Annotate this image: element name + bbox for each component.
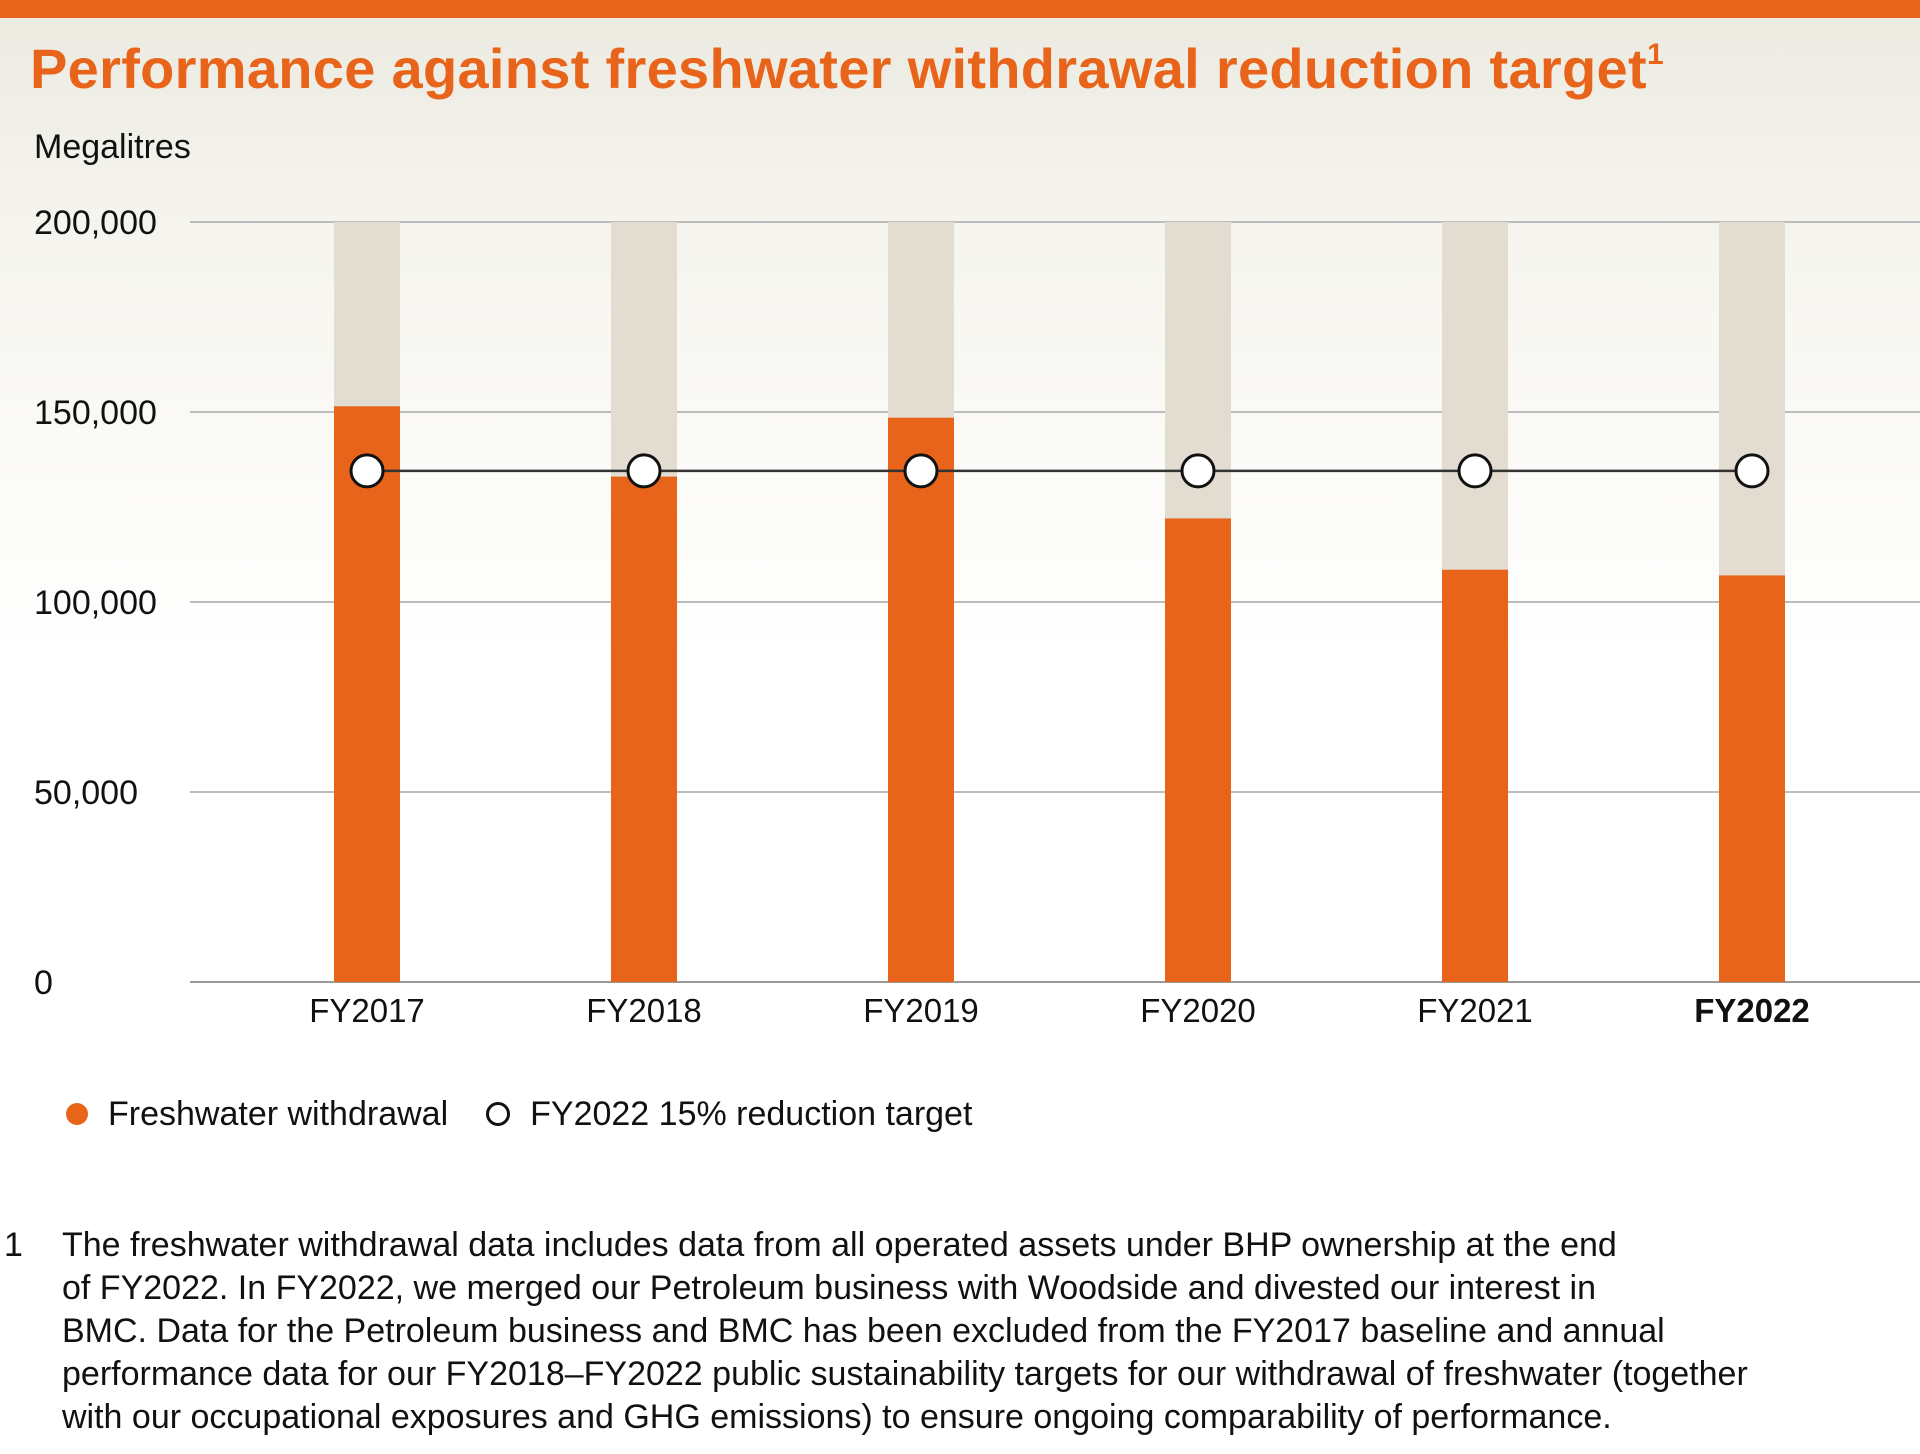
freshwater-withdrawal-bar <box>1719 575 1785 982</box>
freshwater-withdrawal-bar <box>334 406 400 982</box>
reduction-target-marker <box>1457 453 1493 489</box>
chart-title: Performance against freshwater withdrawa… <box>30 36 1664 101</box>
footnote-line: of FY2022. In FY2022, we merged our Petr… <box>62 1269 1597 1307</box>
footnote-marker: 1 <box>4 1226 23 1264</box>
footnote-line: with our occupational exposures and GHG … <box>62 1398 1612 1436</box>
footnote-text: The freshwater withdrawal data includes … <box>62 1224 1912 1439</box>
x-tick-label: FY2022 <box>1694 992 1810 1029</box>
x-tick-label: FY2021 <box>1417 992 1533 1029</box>
freshwater-withdrawal-bar <box>1165 518 1231 982</box>
footnote-line: performance data for our FY2018–FY2022 p… <box>62 1355 1748 1393</box>
y-tick-label: 150,000 <box>34 394 157 432</box>
legend-filled-circle-icon <box>66 1103 88 1125</box>
legend-label-withdrawal: Freshwater withdrawal <box>108 1094 449 1133</box>
freshwater-withdrawal-bar <box>1442 569 1508 982</box>
chart-title-text: Performance against freshwater withdrawa… <box>30 37 1647 100</box>
y-axis-unit-label: Megalitres <box>34 128 191 166</box>
legend-label-target: FY2022 15% reduction target <box>530 1094 973 1133</box>
footnote-line: BMC. Data for the Petroleum business and… <box>62 1312 1665 1350</box>
footnote-reference: 1 <box>1646 38 1664 72</box>
freshwater-withdrawal-bar <box>611 476 677 982</box>
reduction-target-marker <box>1180 453 1216 489</box>
legend-hollow-circle-icon <box>486 1102 511 1126</box>
x-tick-label: FY2017 <box>309 992 425 1029</box>
bar-chart: 0 50,000 100,000 150,000 200,000 FY2017 FY2018… <box>34 204 1920 1029</box>
chart-legend: Freshwater withdrawal FY2022 15% reducti… <box>66 1092 972 1136</box>
y-tick-label: 0 <box>34 964 53 1002</box>
y-tick-label: 100,000 <box>34 584 157 622</box>
reduction-target-marker <box>903 453 939 489</box>
y-tick-label: 200,000 <box>34 204 157 242</box>
top-accent-rule <box>0 0 1920 18</box>
reduction-target-marker <box>626 453 662 489</box>
chart-panel-background <box>0 18 1920 1030</box>
x-tick-label: FY2019 <box>863 992 979 1029</box>
y-tick-label: 50,000 <box>34 774 138 812</box>
x-tick-label: FY2018 <box>586 992 702 1029</box>
reduction-target-marker <box>349 453 385 489</box>
reduction-target-marker <box>1734 453 1770 489</box>
freshwater-withdrawal-bar <box>888 417 954 982</box>
x-tick-label: FY2020 <box>1140 992 1256 1029</box>
footnote-line: The freshwater withdrawal data includes … <box>62 1226 1617 1264</box>
